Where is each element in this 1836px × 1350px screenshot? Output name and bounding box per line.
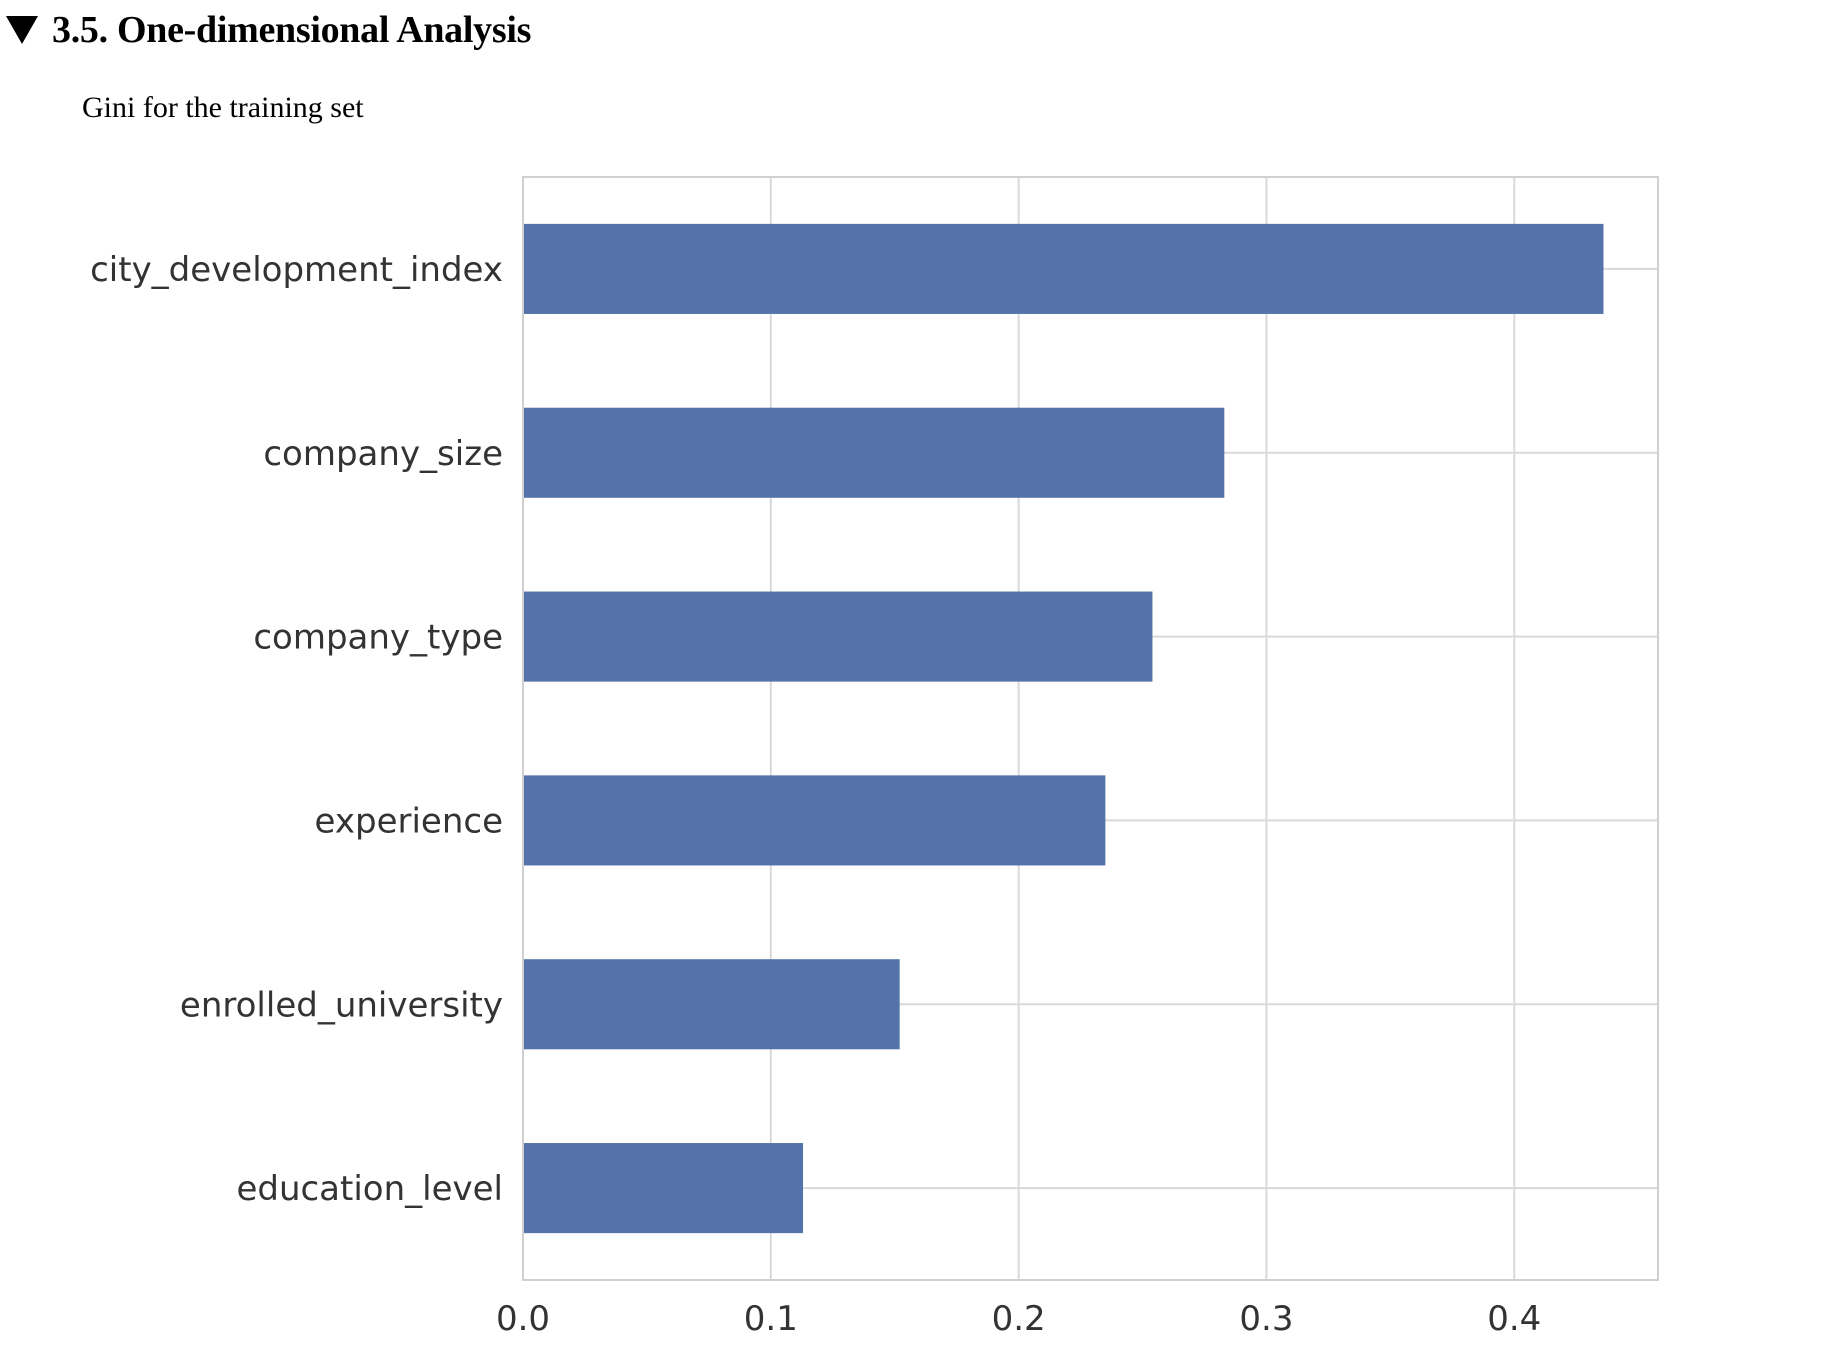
bar-enrolled-university xyxy=(523,959,900,1050)
bar-experience xyxy=(523,775,1106,866)
category-label: enrolled_university xyxy=(180,985,503,1025)
bars xyxy=(523,223,1604,1234)
category-label: company_type xyxy=(253,618,503,658)
section-header[interactable]: 3.5. One-dimensional Analysis xyxy=(6,8,531,52)
grid-lines xyxy=(522,177,1658,1280)
x-tick-label: 0.0 xyxy=(496,1299,550,1339)
x-tick-label: 0.3 xyxy=(1239,1299,1293,1339)
category-label: company_size xyxy=(263,434,503,474)
bar-education-level xyxy=(523,1143,804,1234)
bar-company-size xyxy=(523,407,1225,498)
disclosure-triangle-down-icon[interactable] xyxy=(6,16,38,44)
x-tick-labels: 0.0 0.1 0.2 0.3 0.4 xyxy=(496,1299,1541,1339)
x-tick-label: 0.1 xyxy=(744,1299,798,1339)
section-title: 3.5. One-dimensional Analysis xyxy=(52,9,532,51)
x-tick-label: 0.2 xyxy=(992,1299,1046,1339)
chart-subtitle: Gini for the training set xyxy=(82,91,364,124)
x-tick-label: 0.4 xyxy=(1487,1299,1541,1339)
plot-frame xyxy=(522,176,1659,1281)
bar-city-development-index xyxy=(523,223,1604,314)
category-label: education_level xyxy=(236,1169,503,1209)
bar-company-type xyxy=(523,591,1153,682)
category-labels: city_development_index company_sizecompan… xyxy=(90,250,503,1209)
category-label: city_development_index xyxy=(90,250,503,290)
category-label: experience xyxy=(315,801,503,841)
